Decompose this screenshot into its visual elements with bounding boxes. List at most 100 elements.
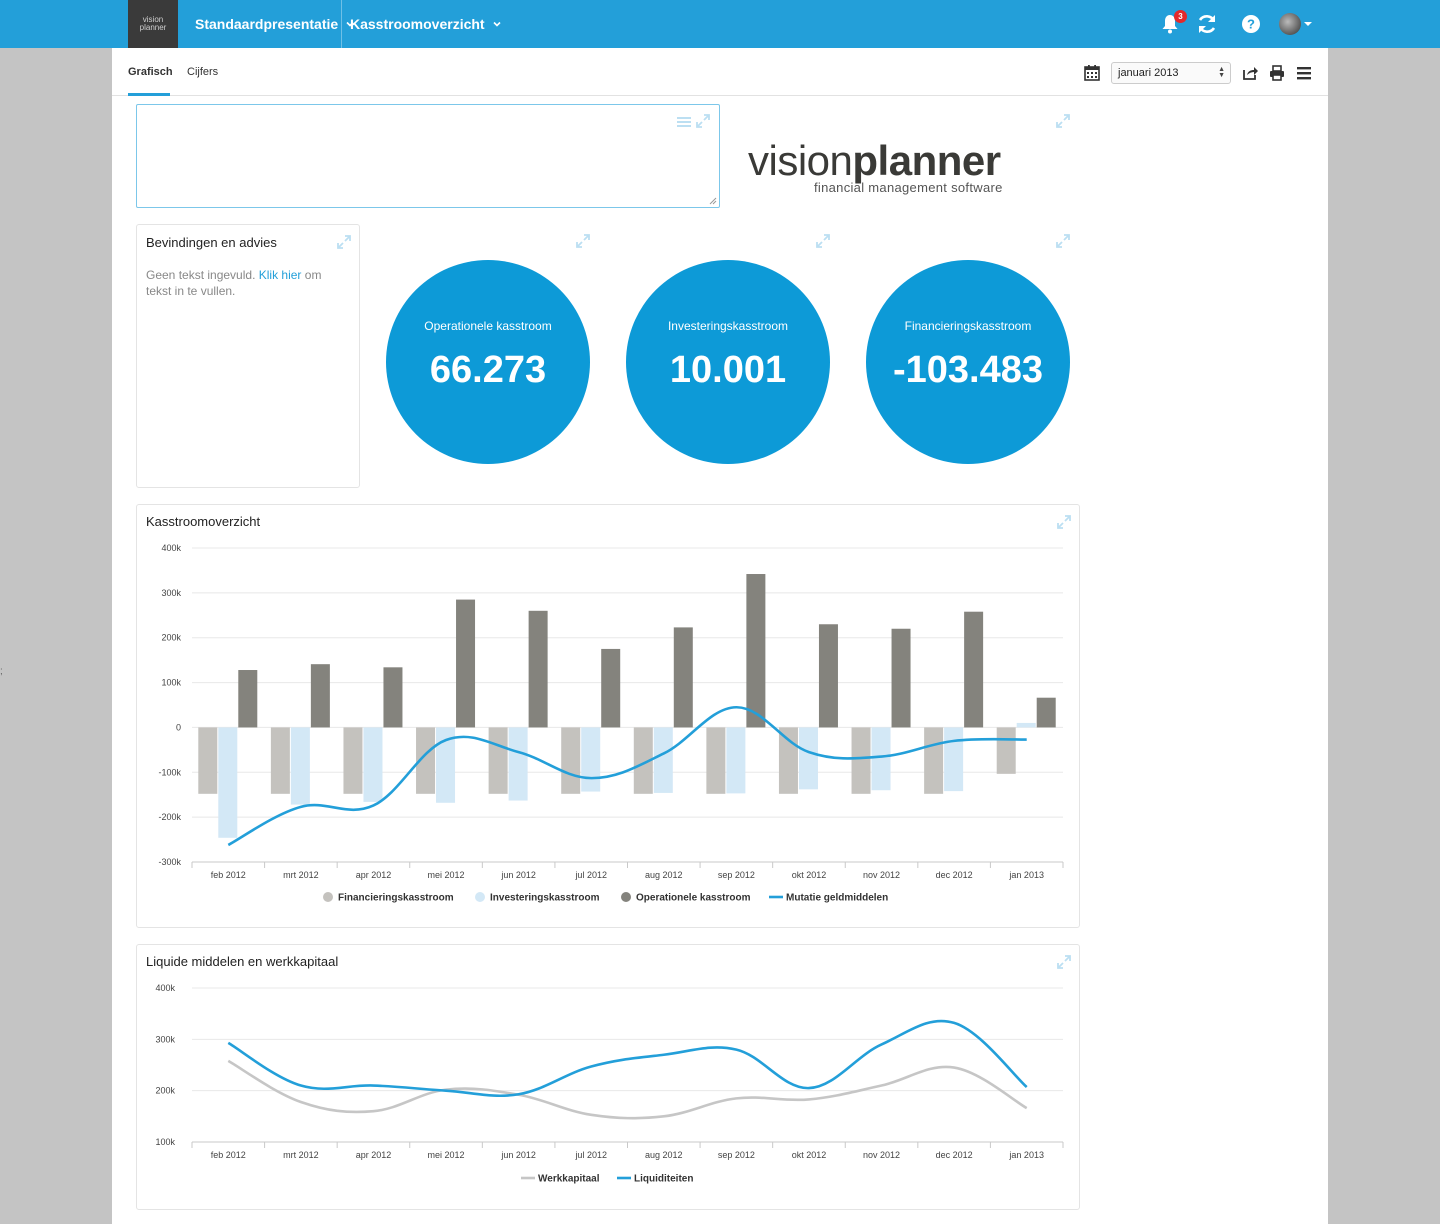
series-line-liquiditeiten xyxy=(227,1019,1028,1098)
visionplanner-logo: visionplanner financial management softw… xyxy=(748,137,1003,196)
x-tick-label: sep 2012 xyxy=(718,1150,755,1160)
y-tick-label: 200k xyxy=(155,1086,175,1096)
liquidity-chart-card: 400k 300k 200k 100k feb 2012 mrt 2012 apr 2012… xyxy=(136,944,1080,1210)
legend-label: Investeringskasstroom xyxy=(490,893,600,904)
bar xyxy=(488,727,508,794)
bar xyxy=(601,648,621,728)
legend-label: Liquiditeiten xyxy=(634,1174,693,1185)
menu-icon[interactable] xyxy=(1295,64,1313,82)
series-line-mutatie xyxy=(227,705,1027,847)
active-tab-indicator xyxy=(128,93,170,96)
report-menu[interactable]: Kasstroomoverzicht xyxy=(334,0,518,48)
caret-down-icon[interactable] xyxy=(1304,22,1312,28)
notes-textarea[interactable] xyxy=(136,104,720,208)
bar xyxy=(964,611,984,728)
bar xyxy=(218,727,238,838)
bar xyxy=(456,599,476,728)
fill-in-link[interactable]: Klik hier xyxy=(258,268,302,282)
presentation-menu[interactable]: Standaardpresentatie xyxy=(179,0,371,48)
kpi-financing-cashflow: Financieringskasstroom -103.483 xyxy=(866,260,1070,464)
x-tick-label: apr 2012 xyxy=(356,870,392,880)
bar xyxy=(1016,722,1036,728)
x-tick-label: dec 2012 xyxy=(936,870,973,880)
period-select[interactable]: januari 2013 ▲ ▼ xyxy=(1111,62,1231,84)
y-tick-label: 400k xyxy=(161,543,181,553)
kpi-operational-cashflow: Operationele kasstroom 66.273 xyxy=(386,260,590,464)
tab-cijfers[interactable]: Cijfers xyxy=(187,66,219,78)
y-tick-label: -200k xyxy=(158,812,181,822)
calendar-icon[interactable] xyxy=(1083,64,1101,82)
expand-icon[interactable] xyxy=(1056,234,1070,248)
liquidity-chart: 400k 300k 200k 100k feb 2012 mrt 2012 apr 2012… xyxy=(155,983,1064,1185)
expand-icon[interactable] xyxy=(1056,114,1070,128)
bar xyxy=(673,627,693,728)
expand-icon[interactable] xyxy=(816,234,830,248)
x-tick-label: feb 2012 xyxy=(211,870,246,880)
x-tick-label: aug 2012 xyxy=(645,1150,683,1160)
cashflow-chart-card: 400k 300k 200k 100k 0 -100k -200k -300k feb 2012… xyxy=(136,504,1080,928)
expand-icon[interactable] xyxy=(337,235,351,249)
bar xyxy=(436,727,456,803)
legend-marker xyxy=(323,892,333,902)
y-tick-label: 400k xyxy=(155,983,175,993)
presentation-menu-label: Standaardpresentatie xyxy=(195,16,339,32)
bar xyxy=(798,727,818,790)
expand-icon[interactable] xyxy=(1057,515,1071,529)
share-icon[interactable] xyxy=(1241,64,1259,82)
help-icon[interactable]: ? xyxy=(1239,12,1263,36)
x-tick-label: mrt 2012 xyxy=(283,1150,319,1160)
legend-label: Financieringskasstroom xyxy=(338,893,454,904)
kpi-investment-cashflow: Investeringskasstroom 10.001 xyxy=(626,260,830,464)
bar xyxy=(416,727,436,794)
legend-marker xyxy=(621,892,631,902)
x-tick-label: nov 2012 xyxy=(863,1150,900,1160)
cashflow-chart: 400k 300k 200k 100k 0 -100k -200k -300k feb 2012… xyxy=(158,543,1064,904)
series-line-werkkapitaal xyxy=(227,1059,1028,1120)
brand-logo[interactable]: vision planner xyxy=(128,0,178,48)
bar xyxy=(383,667,403,728)
bar xyxy=(851,727,871,794)
bell-icon[interactable] xyxy=(1158,12,1182,36)
x-tick-label: jan 2013 xyxy=(1008,870,1044,880)
bar xyxy=(818,624,838,728)
expand-icon[interactable] xyxy=(696,114,710,128)
print-icon[interactable] xyxy=(1268,64,1286,82)
x-tick-label: jan 2013 xyxy=(1008,1150,1044,1160)
x-tick-label: mei 2012 xyxy=(428,1150,465,1160)
legend-label: Werkkapitaal xyxy=(538,1174,600,1185)
bar xyxy=(778,727,798,794)
x-tick-label: jul 2012 xyxy=(574,870,607,880)
bar xyxy=(633,727,653,794)
select-arrows-icon: ▲ ▼ xyxy=(1218,66,1225,79)
bar xyxy=(924,727,944,794)
refresh-icon[interactable] xyxy=(1195,12,1219,36)
svg-text:?: ? xyxy=(1247,17,1255,32)
y-tick-label: 300k xyxy=(155,1034,175,1044)
x-tick-label: sep 2012 xyxy=(718,870,755,880)
x-tick-label: aug 2012 xyxy=(645,870,683,880)
period-value: januari 2013 xyxy=(1118,67,1179,79)
side-mark: ; xyxy=(0,666,3,677)
y-tick-label: 300k xyxy=(161,588,181,598)
bar xyxy=(238,670,258,728)
bar xyxy=(653,727,673,793)
user-avatar[interactable] xyxy=(1279,13,1301,35)
bar xyxy=(746,574,766,728)
expand-icon[interactable] xyxy=(1057,955,1071,969)
bar xyxy=(581,727,601,792)
legend-label: Operationele kasstroom xyxy=(636,893,751,904)
y-tick-label: 100k xyxy=(161,678,181,688)
bar xyxy=(944,727,964,792)
bar xyxy=(871,727,891,791)
x-tick-label: okt 2012 xyxy=(792,870,827,880)
x-tick-label: feb 2012 xyxy=(211,1150,246,1160)
resize-handle-icon[interactable] xyxy=(709,197,717,205)
y-tick-label: 100k xyxy=(155,1137,175,1147)
tab-grafisch[interactable]: Grafisch xyxy=(128,66,173,78)
bar xyxy=(891,628,911,728)
x-tick-label: jul 2012 xyxy=(574,1150,607,1160)
expand-icon[interactable] xyxy=(576,234,590,248)
view-tabs-bar: Grafisch Cijfers januari 2013 ▲ ▼ xyxy=(112,48,1328,96)
list-icon[interactable] xyxy=(677,115,691,129)
liquidity-chart-title: Liquide middelen en werkkapitaal xyxy=(146,954,339,969)
